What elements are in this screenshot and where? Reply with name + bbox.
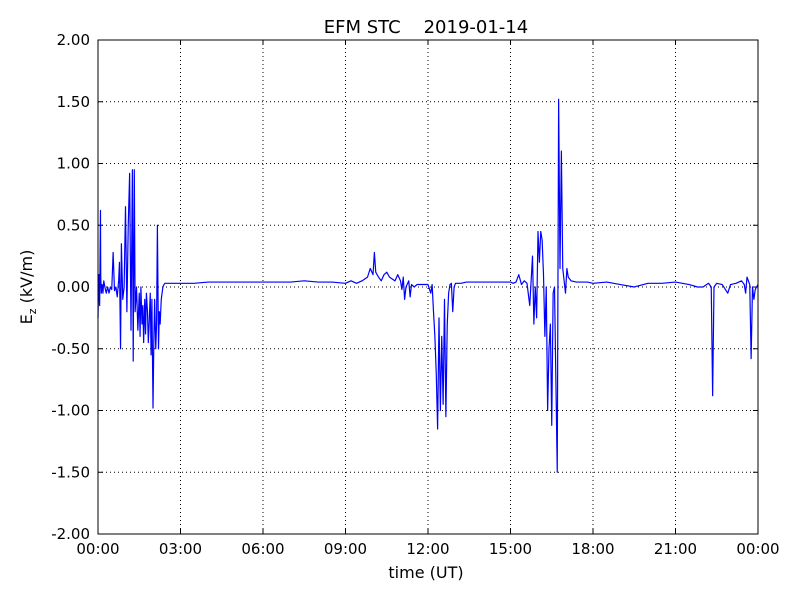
- series-layer: [97, 98, 759, 473]
- y-tick-label: 1.50: [57, 93, 90, 111]
- x-tick-label: 15:00: [489, 540, 532, 558]
- y-tick-labels: -2.00 -1.50 -1.00 -0.50 0.00 0.50 1.00 1.50 2.00: [51, 31, 90, 543]
- ez-series-line: [97, 98, 759, 473]
- x-tick-label: 12:00: [406, 540, 449, 558]
- y-axis-label: Ez (kV/m): [17, 250, 39, 325]
- x-tick-label: 00:00: [736, 540, 779, 558]
- y-axis-label-symbol: E: [17, 314, 36, 324]
- x-tick-label: 18:00: [571, 540, 614, 558]
- y-tick-label: -1.50: [51, 463, 90, 481]
- y-axis-label-subscript: z: [26, 308, 39, 314]
- x-tick-labels: 00:00 03:00 06:00 09:00 12:00 15:00 18:00 21:00…: [76, 540, 779, 558]
- x-tick-label: 00:00: [76, 540, 119, 558]
- y-tick-label: -2.00: [51, 525, 90, 543]
- x-tick-label: 03:00: [159, 540, 202, 558]
- x-axis-label: time (UT): [388, 563, 463, 582]
- plot-frame: [97, 39, 759, 535]
- y-tick-label: -0.50: [51, 340, 90, 358]
- y-tick-label: 0.50: [57, 216, 90, 234]
- chart-title: EFM STC 2019-01-14: [324, 17, 528, 38]
- x-tick-label: 09:00: [324, 540, 367, 558]
- x-tick-label: 21:00: [654, 540, 697, 558]
- x-tick-label: 06:00: [241, 540, 284, 558]
- y-axis-label-units: (kV/m): [17, 250, 36, 309]
- y-tick-label: 1.00: [57, 155, 90, 173]
- y-tick-label: -1.00: [51, 402, 90, 420]
- y-tick-label: 0.00: [57, 278, 90, 296]
- y-tick-label: 2.00: [57, 31, 90, 49]
